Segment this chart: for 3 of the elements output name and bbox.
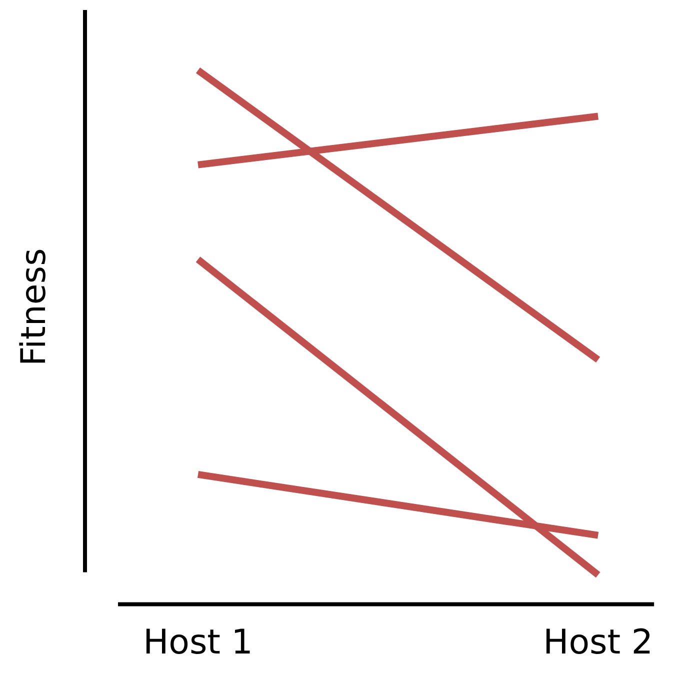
- x-tick-label: Host 2: [543, 622, 654, 662]
- y-axis-title: Fitness: [14, 248, 54, 366]
- x-tick-label: Host 1: [143, 622, 253, 662]
